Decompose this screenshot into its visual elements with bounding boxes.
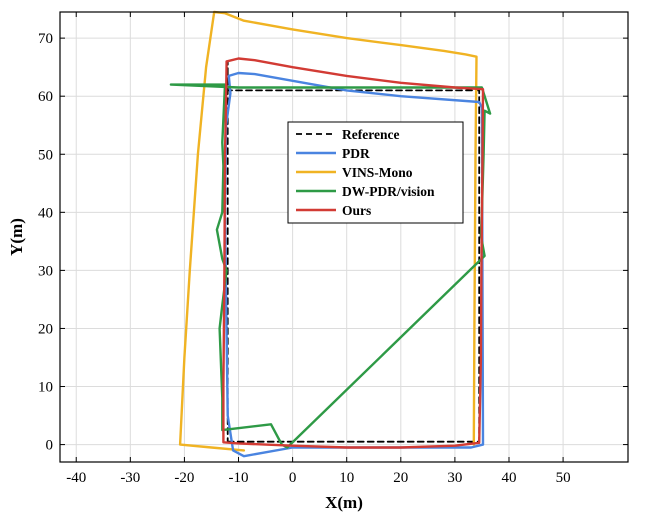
- y-tick-label: 60: [38, 89, 53, 105]
- series-line-reference: [226, 60, 481, 443]
- series-line-pdr: [223, 71, 485, 458]
- x-tick-label: -10: [229, 470, 249, 486]
- legend-label: VINS-Mono: [342, 165, 413, 180]
- y-tick-label: 30: [38, 263, 53, 279]
- legend-label: PDR: [342, 146, 370, 161]
- plot-frame: [59, 11, 629, 463]
- x-tick-label: -30: [120, 470, 140, 486]
- legend-label: Ours: [342, 203, 371, 218]
- x-axis-label: X(m): [325, 493, 363, 512]
- series-line-vins-mono: [178, 10, 478, 452]
- y-tick-label: 10: [38, 380, 53, 396]
- y-tick-label: 70: [38, 31, 53, 47]
- x-tick-label: -20: [174, 470, 194, 486]
- y-axis-label: Y(m): [7, 218, 26, 256]
- x-tick-label: -40: [66, 470, 86, 486]
- x-tick-label: 40: [501, 470, 516, 486]
- y-tick-label: 50: [38, 147, 53, 163]
- grid: [60, 12, 628, 462]
- y-tick-label: 20: [38, 321, 53, 337]
- x-tick-label: 20: [393, 470, 408, 486]
- legend-label: DW-PDR/vision: [342, 184, 435, 199]
- x-tick-label: 50: [556, 470, 571, 486]
- series-lines: [169, 10, 492, 458]
- legend: Reference PDR VINS-Mono DW-PDR/vision Ours: [287, 121, 464, 224]
- y-tick-label: 40: [38, 205, 53, 221]
- x-tick-label: 10: [339, 470, 354, 486]
- x-tick-label: 0: [289, 470, 297, 486]
- y-tick-label: 0: [46, 438, 54, 454]
- legend-label: Reference: [342, 127, 399, 142]
- x-tick-label: 30: [447, 470, 462, 486]
- axis-ticks: -40 -30 -20 -10 0 10 20 30 40 50 0 10 20 30 40 50 60 70: [38, 12, 628, 486]
- series-line-ours: [222, 57, 485, 449]
